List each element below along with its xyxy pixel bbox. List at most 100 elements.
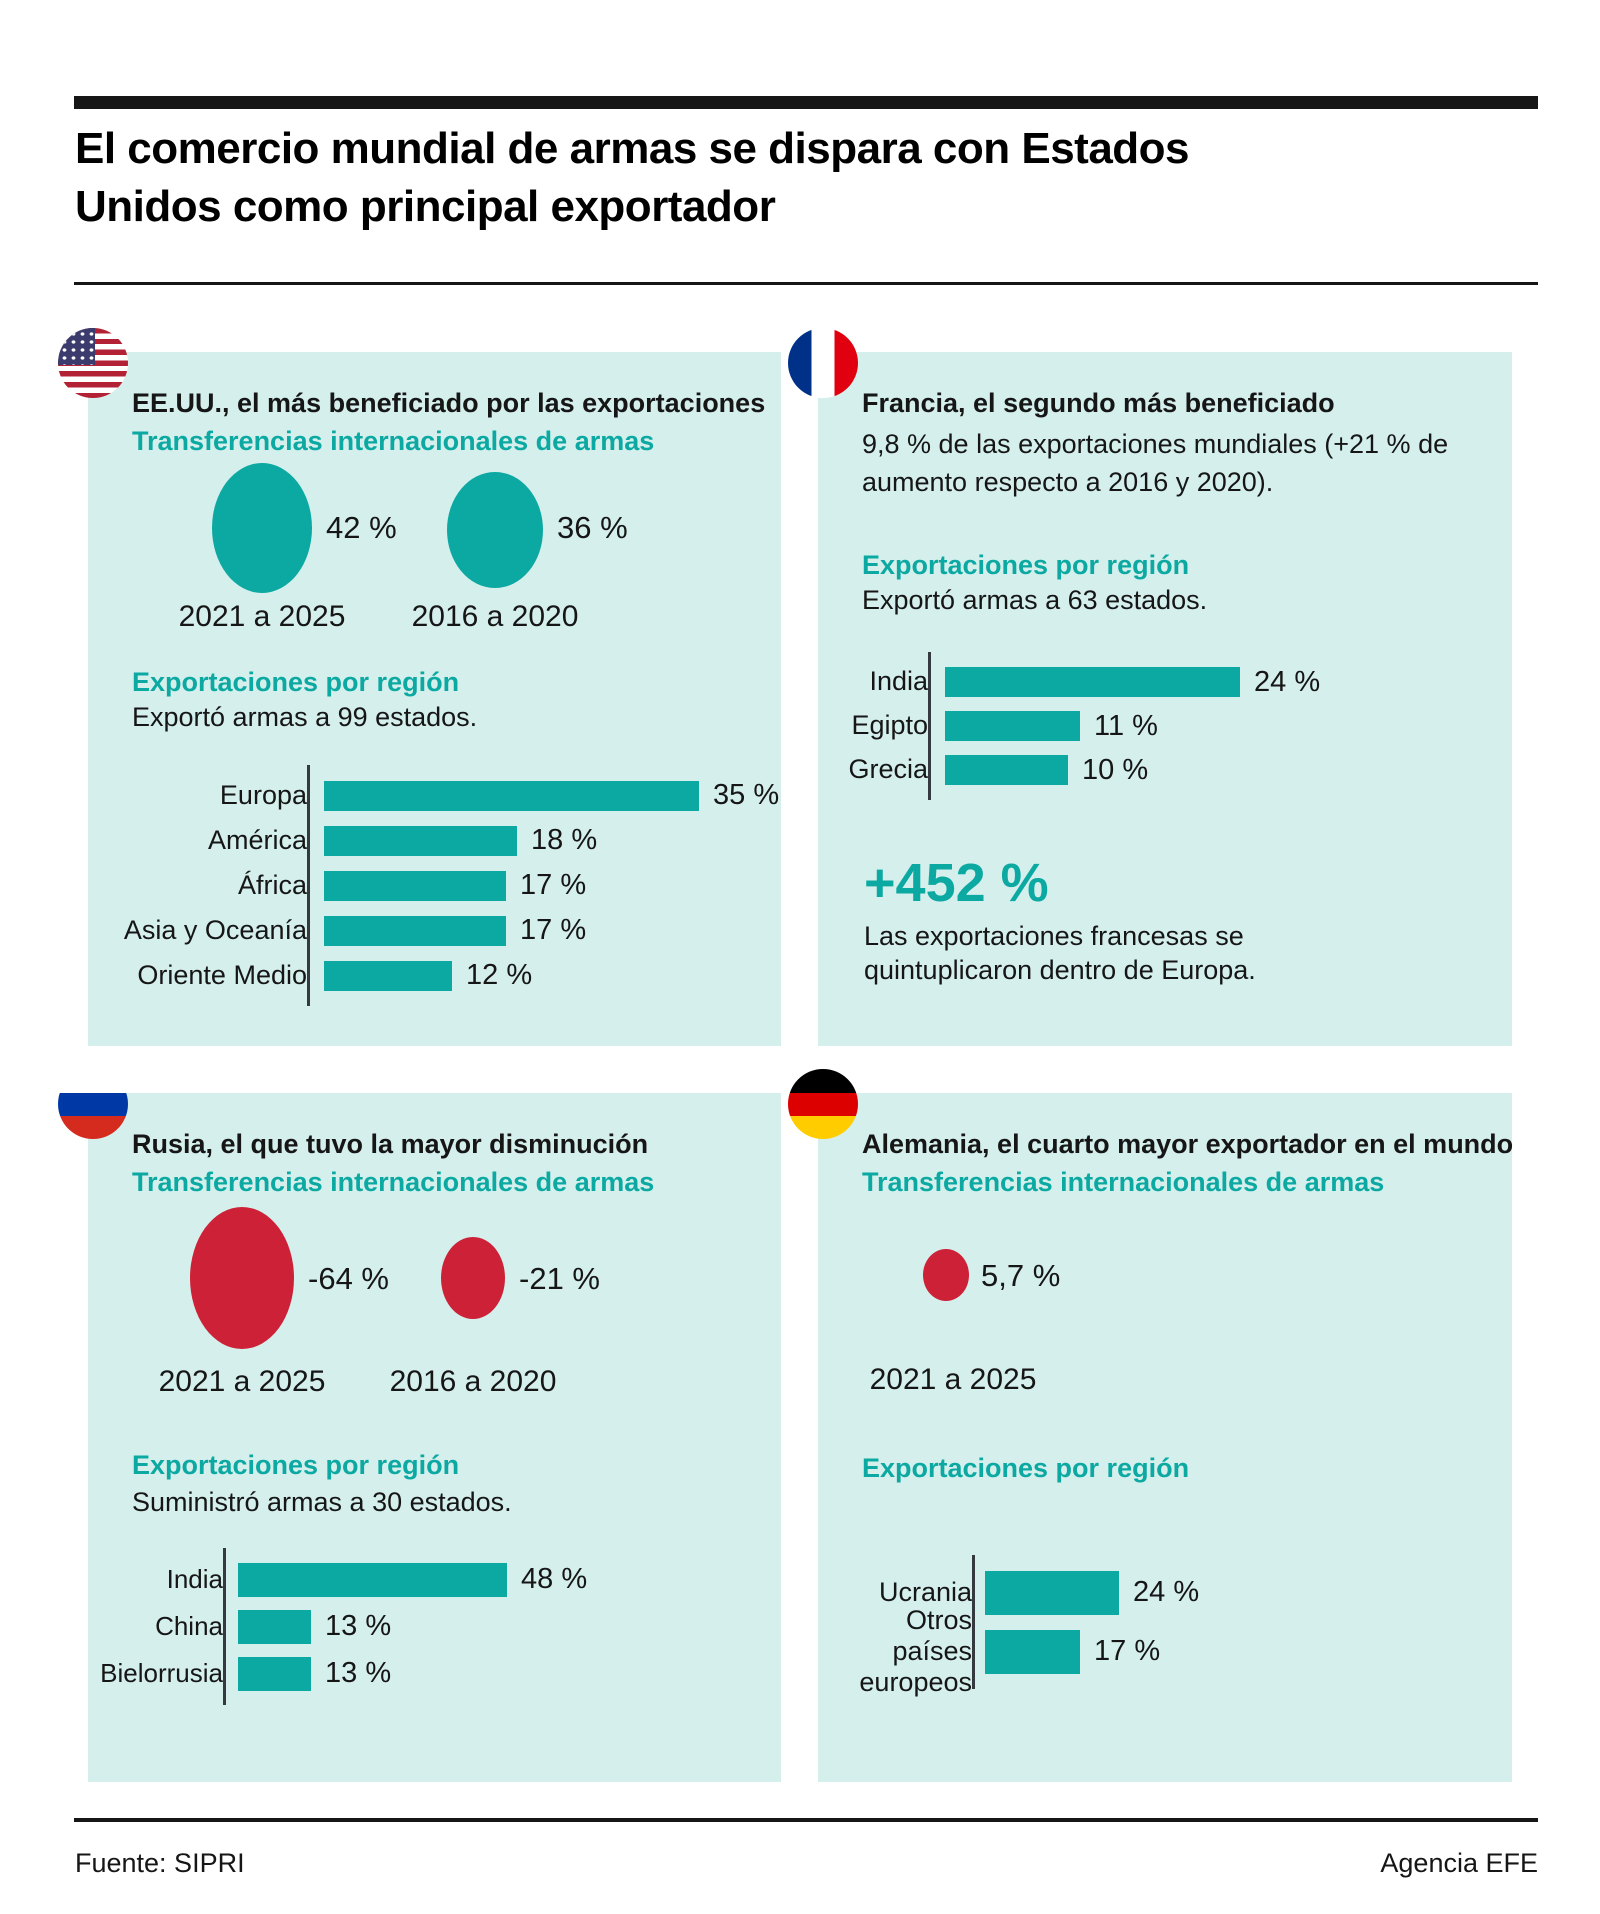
bar-row-africa: África 17 %	[102, 863, 775, 908]
bar-label-asia-oceania: Asia y Oceanía	[123, 914, 307, 945]
russia-flag-icon	[58, 1069, 128, 1139]
bar-label-otros-paises: Otros países europeos	[859, 1604, 972, 1698]
bar-america	[324, 825, 517, 856]
bar-value-india-fr: 24 %	[1254, 665, 1321, 698]
germany-circle-period-2021-2025: 2021 a 2025	[869, 1363, 1037, 1396]
bar-row-egipto: Egipto 11 %	[828, 704, 1506, 748]
bar-value-bielorrusia: 13 %	[325, 1657, 392, 1689]
russia-chart-axis	[223, 1548, 226, 1705]
france-panel-title: Francia, el segundo más beneficiado	[862, 388, 1335, 418]
russia-circle-value-2021-2025: -64 %	[308, 1261, 389, 1296]
russia-panel-title: Rusia, el que tuvo la mayor disminución	[132, 1129, 649, 1159]
bar-label-grecia: Grecia	[848, 754, 928, 785]
usa-chart-axis	[307, 765, 310, 1006]
page-title-line-1: El comercio mundial de armas se dispara …	[75, 124, 1190, 173]
bar-value-grecia: 10 %	[1082, 753, 1149, 786]
bar-row-otros-paises: Otros países europeos 17 %	[822, 1605, 1506, 1697]
germany-flag-icon	[788, 1069, 858, 1139]
usa-circle-value-2016-2020: 36 %	[557, 510, 628, 545]
bar-label-india-fr: India	[869, 666, 928, 697]
france-flag-icon	[788, 328, 858, 398]
usa-flag-canton	[58, 328, 95, 365]
germany-circle-2021-2025	[923, 1249, 969, 1301]
russia-circle-2016-2020	[441, 1237, 505, 1319]
usa-section-title: Exportaciones por región	[132, 667, 460, 697]
bar-value-asia-oceania: 17 %	[520, 914, 587, 946]
russia-circle-2021-2025	[190, 1207, 294, 1349]
bar-china	[238, 1609, 311, 1644]
bar-value-africa: 17 %	[520, 869, 587, 901]
page-title: El comercio mundial de armas se dispara …	[75, 120, 1540, 236]
bar-row-india-ru: India 48 %	[93, 1556, 775, 1603]
bar-egipto	[945, 711, 1080, 741]
usa-panel-subtitle: Transferencias internacionales de armas	[132, 426, 655, 456]
bar-value-egipto: 11 %	[1094, 709, 1158, 742]
usa-region-chart: Europa 35 % América 18 % África 17 % Asi…	[102, 765, 779, 1006]
france-region-chart: India 24 % Egipto 11 % Grecia 10 %	[828, 652, 1506, 800]
bar-row-china: China 13 %	[93, 1603, 775, 1650]
bar-europa	[324, 780, 699, 811]
bar-india-fr	[945, 667, 1240, 697]
russia-circle-value-2016-2020: -21 %	[519, 1261, 600, 1296]
germany-panel-subtitle: Transferencias internacionales de armas	[862, 1167, 1385, 1197]
france-section-title: Exportaciones por región	[862, 550, 1190, 580]
bar-row-europa: Europa 35 %	[102, 773, 779, 818]
panel-usa: EE.UU., el más beneficiado por las expor…	[58, 328, 781, 1046]
bar-row-asia-oceania: Asia y Oceanía 17 %	[102, 908, 775, 953]
usa-flag-icon	[58, 328, 128, 398]
germany-panel-title: Alemania, el cuarto mayor exportador en …	[862, 1129, 1514, 1159]
france-highlight-note: Las exportaciones francesas se quintupli…	[864, 921, 1256, 985]
france-highlight-value: +452 %	[864, 853, 1049, 913]
france-chart-axis	[928, 652, 931, 800]
germany-chart-axis	[972, 1555, 975, 1689]
bar-row-bielorrusia: Bielorrusia 13 %	[93, 1650, 775, 1697]
bar-asia-oceania	[324, 915, 506, 946]
russia-circle-period-2021-2025: 2021 a 2025	[158, 1365, 326, 1398]
bar-row-india-fr: India 24 %	[828, 660, 1506, 704]
usa-circle-value-2021-2025: 42 %	[326, 510, 397, 545]
bar-label-america: América	[207, 824, 307, 855]
bar-label-india-ru: India	[166, 1563, 223, 1594]
germany-circle-value-2021-2025: 5,7 %	[981, 1258, 1061, 1293]
top-bar	[74, 96, 1538, 109]
bar-label-ucrania: Ucrania	[878, 1576, 972, 1607]
bar-label-bielorrusia: Bielorrusia	[100, 1657, 223, 1688]
bar-india-ru	[238, 1562, 507, 1597]
russia-section-note: Suministró armas a 30 estados.	[132, 1487, 512, 1517]
bar-label-europa: Europa	[219, 779, 307, 810]
usa-circle-2016-2020	[447, 472, 543, 588]
bar-value-oriente-medio: 12 %	[466, 959, 533, 991]
bar-row-grecia: Grecia 10 %	[828, 748, 1506, 792]
usa-section-note: Exportó armas a 99 estados.	[132, 702, 478, 732]
germany-region-chart: Ucrania 24 % Otros países europeos 17 %	[822, 1555, 1506, 1697]
bar-oriente-medio	[324, 960, 452, 991]
footer-rule	[74, 1818, 1538, 1822]
bar-value-china: 13 %	[325, 1610, 392, 1642]
germany-section-title: Exportaciones por región	[862, 1453, 1190, 1483]
bar-row-america: América 18 %	[102, 818, 775, 863]
france-panel-intro: 9,8 % de las exportaciones mundiales (+2…	[862, 429, 1449, 497]
usa-circle-period-2021-2025: 2021 a 2025	[178, 600, 346, 633]
france-section-note: Exportó armas a 63 estados.	[862, 585, 1208, 615]
bar-value-india-ru: 48 %	[521, 1563, 588, 1595]
bar-grecia	[945, 755, 1068, 785]
bar-label-africa: África	[237, 869, 307, 900]
russia-section-title: Exportaciones por región	[132, 1450, 460, 1480]
bar-value-europa: 35 %	[713, 779, 780, 811]
bar-row-oriente-medio: Oriente Medio 12 %	[102, 953, 775, 998]
bar-bielorrusia	[238, 1656, 311, 1691]
bar-row-ucrania: Ucrania 24 %	[822, 1563, 1506, 1622]
bar-ucrania	[985, 1570, 1119, 1615]
usa-circle-period-2016-2020: 2016 a 2020	[411, 600, 579, 633]
bar-label-oriente-medio: Oriente Medio	[137, 959, 307, 990]
bar-label-egipto: Egipto	[851, 710, 928, 741]
bar-value-america: 18 %	[531, 824, 598, 856]
title-underline	[74, 282, 1538, 285]
bar-value-ucrania: 24 %	[1133, 1576, 1200, 1608]
bar-africa	[324, 870, 506, 901]
usa-panel-title: EE.UU., el más beneficiado por las expor…	[132, 388, 766, 418]
panel-russia: Rusia, el que tuvo la mayor disminución …	[58, 1069, 781, 1782]
footer-credit: Agencia EFE	[1380, 1848, 1538, 1878]
russia-panel-subtitle: Transferencias internacionales de armas	[132, 1167, 655, 1197]
bar-otros-paises	[985, 1629, 1080, 1674]
